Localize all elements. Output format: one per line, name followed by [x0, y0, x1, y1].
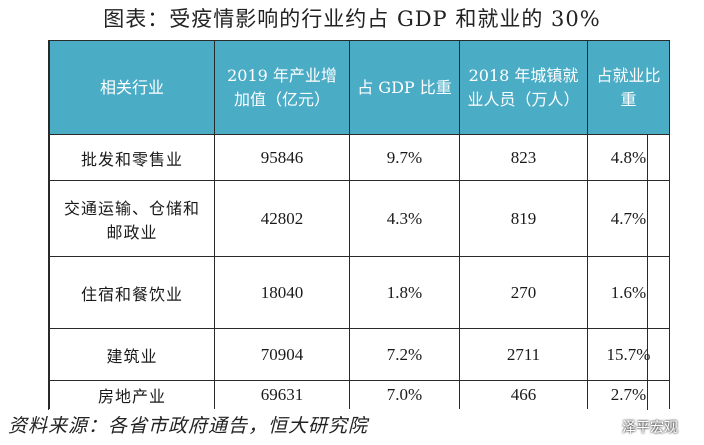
- cell-industry: 建筑业: [49, 328, 215, 381]
- table-row: 房地产业 69631 7.0% 466 2.7%: [49, 380, 670, 409]
- cell-employment: 270: [459, 256, 588, 329]
- cell-employment-share: 1.6%: [587, 256, 670, 329]
- table-row: 交通运输、仓储和邮政业 42802 4.3% 819 4.7%: [49, 180, 670, 257]
- cell-gdp-share: 4.3%: [349, 180, 460, 257]
- cell-employment-share: 4.7%: [587, 180, 670, 257]
- header-industry: 相关行业: [49, 40, 215, 135]
- table-row: 住宿和餐饮业 18040 1.8% 270 1.6%: [49, 256, 670, 329]
- cell-employment-share: 2.7%: [587, 380, 670, 409]
- cell-value-added: 42802: [214, 180, 350, 257]
- cell-industry: 交通运输、仓储和邮政业: [49, 180, 215, 257]
- cell-employment: 823: [459, 134, 588, 181]
- watermark-label: 泽平宏观: [622, 420, 678, 436]
- header-employment-share: 占就业比重: [587, 40, 670, 135]
- table-row: 批发和零售业 95846 9.7% 823 4.8%: [49, 134, 670, 181]
- cell-employment-share: 4.8%: [587, 134, 670, 181]
- industry-table: 相关行业 2019 年产业增加值（亿元） 占 GDP 比重 2018 年城镇就业…: [49, 40, 670, 409]
- cell-value-added: 95846: [214, 134, 350, 181]
- cell-value-added: 18040: [214, 256, 350, 329]
- cell-gdp-share: 7.0%: [349, 380, 460, 409]
- wechat-icon: [590, 417, 616, 436]
- cell-value-added: 69631: [214, 380, 350, 409]
- cell-value-added: 70904: [214, 328, 350, 381]
- watermark: 泽平宏观: [590, 412, 678, 442]
- cell-industry: 房地产业: [49, 380, 215, 409]
- cell-employment-share: 15.7%: [587, 328, 670, 381]
- cell-employment: 2711: [459, 328, 588, 381]
- cell-industry: 住宿和餐饮业: [49, 256, 215, 329]
- header-gdp-share: 占 GDP 比重: [349, 40, 460, 135]
- industry-table-container: 相关行业 2019 年产业增加值（亿元） 占 GDP 比重 2018 年城镇就业…: [48, 40, 670, 410]
- cell-employment: 819: [459, 180, 588, 257]
- table-row: 建筑业 70904 7.2% 2711 15.7%: [49, 328, 670, 381]
- source-note: 资料来源：各省市政府通告，恒大研究院: [8, 415, 369, 437]
- page-title: 图表：受疫情影响的行业约占 GDP 和就业的 30%: [103, 7, 601, 31]
- header-value-added: 2019 年产业增加值（亿元）: [214, 40, 350, 135]
- table-header-row: 相关行业 2019 年产业增加值（亿元） 占 GDP 比重 2018 年城镇就业…: [49, 40, 670, 135]
- cell-gdp-share: 9.7%: [349, 134, 460, 181]
- header-employment: 2018 年城镇就业人员（万人）: [459, 40, 588, 135]
- cell-industry: 批发和零售业: [49, 134, 215, 181]
- cell-employment: 466: [459, 380, 588, 409]
- cell-gdp-share: 1.8%: [349, 256, 460, 329]
- cell-gdp-share: 7.2%: [349, 328, 460, 381]
